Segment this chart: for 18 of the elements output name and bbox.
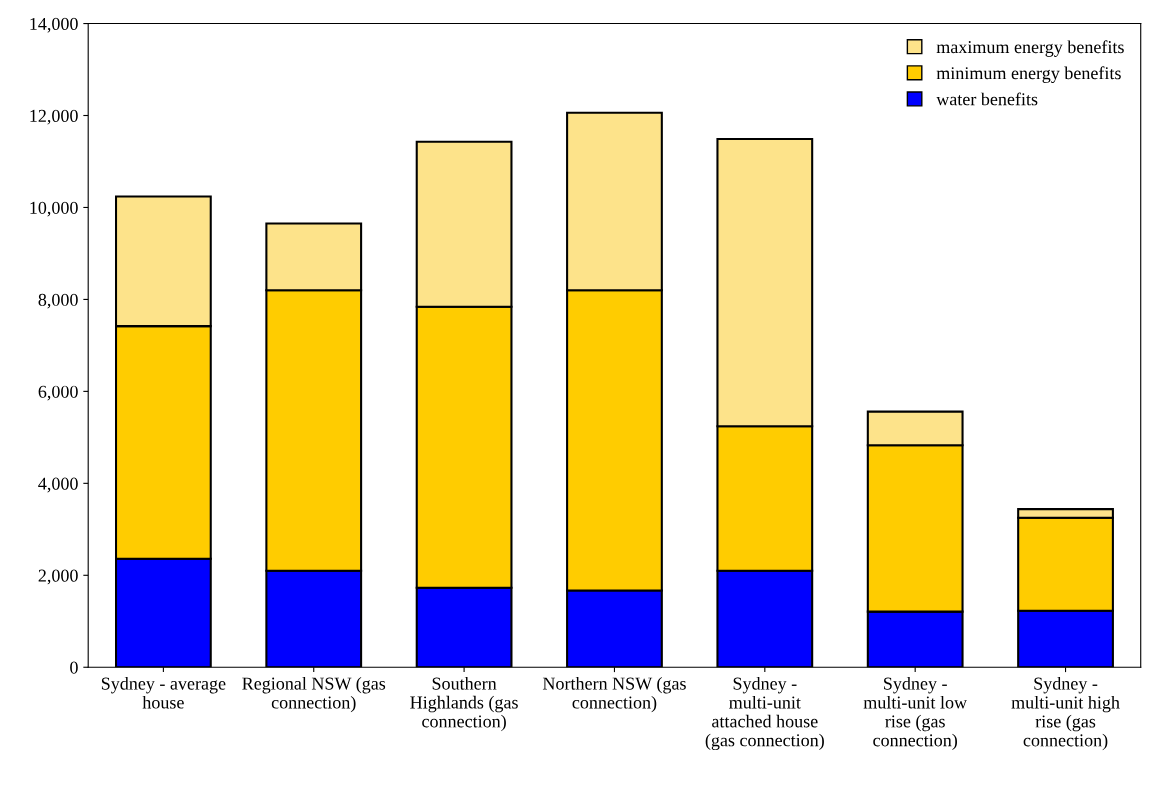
x-tick-label: Northern NSW (gas connection) (542, 676, 686, 713)
y-tick-label: 14,000 (30, 17, 78, 33)
y-tick-label: 10,000 (30, 201, 78, 217)
y-tick-label: 8,000 (38, 293, 78, 309)
legend-label: maximum energy benefits (936, 40, 1124, 57)
y-tick-label: 2,000 (38, 569, 78, 585)
x-tick-label: Sydney - multi-unit high rise (gas connection) (1011, 676, 1120, 751)
y-tick-label: 0 (70, 661, 78, 674)
y-tick-label: 4,000 (38, 477, 78, 493)
x-tick-label: Regional NSW (gas connection) (242, 676, 386, 713)
y-tick-label: 6,000 (38, 385, 78, 401)
x-tick-label: Sydney - average house (101, 676, 226, 709)
legend-label: minimum energy benefits (936, 66, 1121, 83)
x-tick-label: Southern Highlands (gas connection) (410, 676, 518, 732)
legend-label: water benefits (936, 92, 1038, 106)
x-tick-label: Sydney - multi-unit low rise (gas connection) (863, 676, 968, 751)
x-tick-label: Sydney - multi-unit attached house (gas connection) (705, 676, 824, 751)
y-tick-label: 12,000 (30, 109, 78, 125)
